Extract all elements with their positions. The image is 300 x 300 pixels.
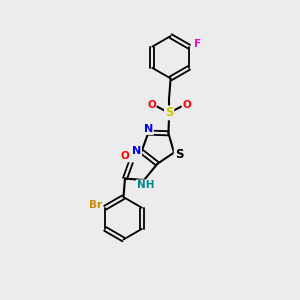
Text: O: O [182,100,191,110]
Text: S: S [175,148,183,160]
Text: F: F [194,39,201,49]
Text: N: N [132,146,141,157]
Text: NH: NH [137,180,154,190]
Text: O: O [147,100,156,110]
Text: Br: Br [89,200,102,210]
Text: O: O [121,152,129,161]
Text: N: N [144,124,153,134]
Text: S: S [165,106,173,119]
